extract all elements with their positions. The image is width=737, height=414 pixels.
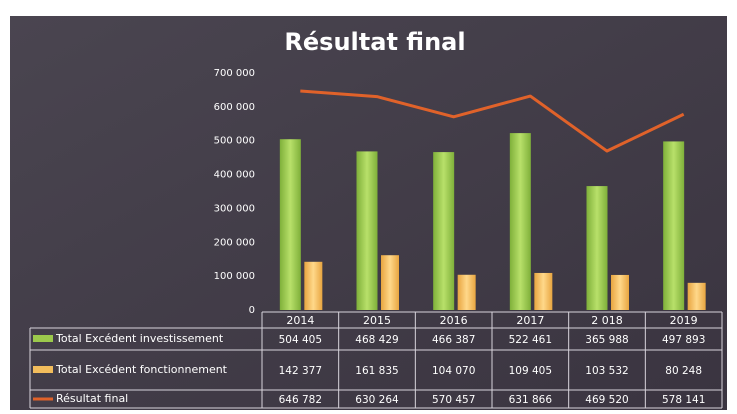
legend-label: Résultat final — [56, 392, 129, 405]
table-value: 631 866 — [509, 394, 553, 406]
table-value: 365 988 — [585, 334, 628, 346]
table-value: 80 248 — [665, 365, 702, 377]
table-value: 161 835 — [355, 365, 398, 377]
table-value: 109 405 — [509, 365, 552, 377]
table-value: 104 070 — [432, 365, 475, 377]
table-value: 578 141 — [662, 394, 705, 406]
table-value: 466 387 — [432, 334, 475, 346]
chart-title: Résultat final — [284, 28, 465, 56]
bar — [687, 282, 706, 310]
table-value: 522 461 — [509, 334, 552, 346]
legend-swatch — [33, 366, 53, 373]
table-value: 469 520 — [585, 394, 628, 406]
y-tick-label: 600 000 — [214, 102, 255, 113]
y-tick-label: 700 000 — [214, 68, 255, 79]
table-value: 142 377 — [279, 365, 322, 377]
bar — [509, 133, 531, 310]
bar — [586, 186, 608, 310]
bar — [279, 139, 301, 310]
bar — [433, 152, 455, 310]
y-tick-label: 300 000 — [214, 203, 255, 214]
table-value: 504 405 — [279, 334, 322, 346]
bar — [304, 261, 323, 310]
x-tick-label: 2016 — [440, 314, 468, 327]
bar — [356, 151, 378, 310]
legend-label: Total Excédent fonctionnement — [56, 363, 227, 376]
y-tick-label: 200 000 — [214, 237, 255, 248]
legend-swatch — [33, 335, 53, 342]
table-value: 630 264 — [355, 394, 399, 406]
x-tick-label: 2019 — [670, 314, 698, 327]
bar — [534, 272, 553, 310]
legend-label-box: Total Excédent fonctionnement — [56, 363, 227, 376]
legend-label: Total Excédent investissement — [56, 332, 224, 345]
line-series — [300, 89, 685, 153]
x-tick-label: 2014 — [286, 314, 314, 327]
bar — [457, 274, 476, 310]
table-value: 468 429 — [355, 334, 398, 346]
bar — [611, 274, 629, 310]
bar — [663, 141, 685, 310]
x-tick-label: 2017 — [516, 314, 544, 327]
legend-label-box: Total Excédent investissement — [56, 332, 224, 345]
y-tick-label: 500 000 — [214, 136, 255, 147]
x-tick-label: 2 018 — [591, 314, 623, 327]
table-value: 646 782 — [279, 394, 322, 406]
legend-label-box: Résultat final — [56, 392, 129, 405]
x-tick-label: 2015 — [363, 314, 391, 327]
table-value: 497 893 — [662, 334, 705, 346]
y-tick-label: 0 — [249, 305, 255, 316]
y-tick-label: 100 000 — [214, 271, 255, 282]
bar — [381, 255, 399, 310]
y-tick-label: 400 000 — [214, 170, 255, 181]
table-value: 103 532 — [585, 365, 628, 377]
table-value: 570 457 — [432, 394, 475, 406]
